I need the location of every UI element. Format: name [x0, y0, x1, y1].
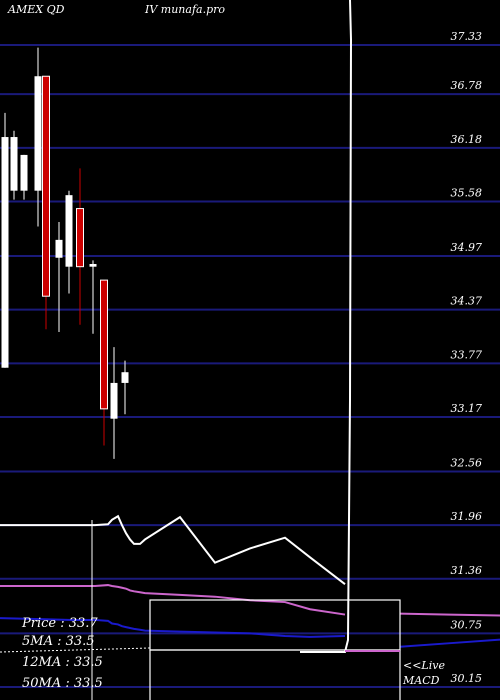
y-tick-label: 32.56: [451, 457, 483, 470]
candle-body: [100, 279, 108, 410]
candlesticks: [1, 47, 129, 459]
candle-body: [10, 137, 18, 191]
y-tick-label: 31.96: [451, 510, 483, 523]
candle-body: [65, 195, 73, 267]
candle-body: [89, 264, 97, 267]
ma-long-line: [0, 617, 346, 638]
macd-spike-line: [300, 0, 353, 653]
candle-body: [121, 372, 129, 383]
macd-box-bottom: [149, 649, 401, 700]
macd-live-label: <<Live: [403, 659, 445, 672]
site-label: IV munafa.pro: [144, 3, 225, 16]
legend-50ma: 50MA : 33.5: [22, 676, 103, 691]
macd-box-top: [149, 599, 401, 651]
legend-5ma: 5MA : 33.5: [22, 634, 95, 649]
price-grid: [0, 44, 500, 688]
candle-body: [110, 382, 118, 419]
candle-body: [20, 154, 28, 191]
ticker-label: AMEX QD: [7, 3, 65, 16]
legend-price: Price : 33.7: [22, 616, 98, 631]
candle-body: [1, 137, 9, 368]
y-tick-label: 30.75: [451, 618, 483, 631]
y-tick-label: 36.78: [451, 79, 483, 92]
candle-body: [34, 76, 42, 191]
candle-body: [42, 75, 50, 297]
y-tick-label: 36.18: [451, 133, 483, 146]
y-tick-label: 35.58: [451, 186, 483, 199]
macd-label: MACD: [402, 674, 440, 687]
dotted-line: [0, 647, 151, 653]
y-tick-label: 33.17: [451, 402, 483, 415]
candle-body: [55, 239, 63, 258]
y-tick-label: 37.33: [451, 30, 483, 43]
macd-panel: [91, 0, 401, 700]
candle-body: [76, 208, 84, 268]
y-tick-label: 34.37: [451, 295, 483, 308]
y-tick-label: 30.15: [451, 672, 483, 685]
y-tick-label: 31.36: [451, 564, 483, 577]
ma-short-line: [0, 514, 346, 585]
price-axis-ticks: 37.33 36.78 36.18 35.58 34.97 34.37 33.77 33.17…: [451, 30, 483, 685]
ma-mid-right-tail: [399, 612, 500, 617]
legend-12ma: 12MA : 33.5: [22, 655, 103, 670]
y-tick-label: 33.77: [451, 348, 483, 361]
ma-long-right-tail: [399, 638, 500, 648]
y-tick-label: 34.97: [451, 241, 483, 254]
